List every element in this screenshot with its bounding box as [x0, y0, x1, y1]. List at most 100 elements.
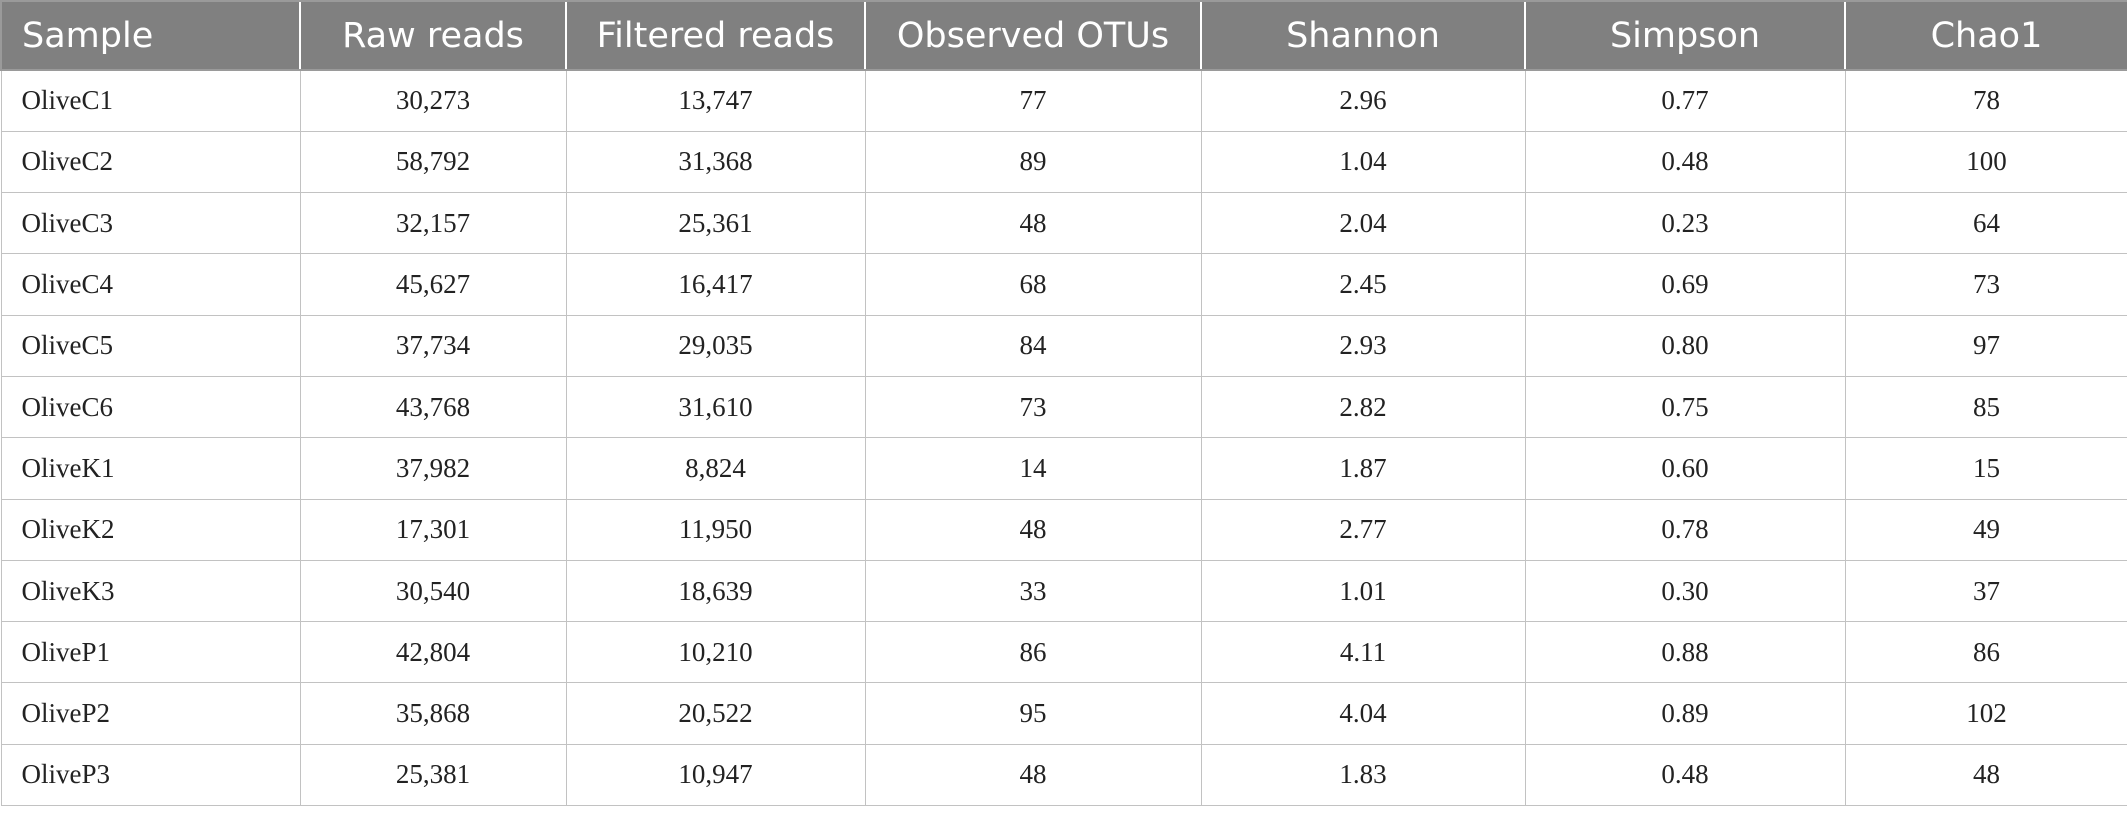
- cell-shannon: 2.77: [1200, 498, 1526, 561]
- cell-shannon: 2.93: [1200, 314, 1526, 377]
- cell-observed-otus: 73: [864, 375, 1202, 439]
- table-row: OliveC6 43,768 31,610 73 2.82 0.75 85: [0, 375, 2127, 439]
- column-header-raw-reads: Raw reads: [299, 0, 566, 71]
- table-header: Sample Raw reads Filtered reads Observed…: [0, 0, 2127, 71]
- column-header-shannon: Shannon: [1200, 0, 1525, 71]
- cell-sample: OliveP1: [0, 621, 301, 684]
- cell-shannon: 1.87: [1200, 437, 1526, 500]
- table-row: OliveK2 17,301 11,950 48 2.77 0.78 49: [0, 498, 2127, 561]
- cell-sample: OliveC6: [0, 375, 301, 439]
- cell-observed-otus: 77: [864, 69, 1202, 132]
- cell-sample: OliveK2: [0, 498, 301, 561]
- table-row: OliveK1 37,982 8,824 14 1.87 0.60 15: [0, 437, 2127, 500]
- cell-simpson: 0.78: [1524, 498, 1846, 561]
- cell-observed-otus: 89: [864, 130, 1202, 194]
- cell-chao1: 49: [1844, 498, 2127, 561]
- cell-observed-otus: 68: [864, 253, 1202, 316]
- cell-filtered-reads: 31,610: [565, 375, 866, 439]
- cell-observed-otus: 95: [864, 682, 1202, 745]
- table-row: OliveK3 30,540 18,639 33 1.01 0.30 37: [0, 559, 2127, 623]
- cell-shannon: 2.04: [1200, 192, 1526, 255]
- cell-filtered-reads: 29,035: [565, 314, 866, 377]
- cell-simpson: 0.80: [1524, 314, 1846, 377]
- table-body: OliveC1 30,273 13,747 77 2.96 0.77 78 OliveC2 58…: [0, 69, 2127, 807]
- cell-filtered-reads: 31,368: [565, 130, 866, 194]
- cell-sample: OliveC3: [0, 192, 301, 255]
- cell-observed-otus: 48: [864, 498, 1202, 561]
- cell-filtered-reads: 11,950: [565, 498, 866, 561]
- cell-raw-reads: 17,301: [299, 498, 567, 561]
- cell-shannon: 2.96: [1200, 69, 1526, 132]
- cell-raw-reads: 30,540: [299, 559, 567, 623]
- column-header-filtered-reads: Filtered reads: [565, 0, 865, 71]
- cell-sample: OliveC4: [0, 253, 301, 316]
- cell-shannon: 4.11: [1200, 621, 1526, 684]
- cell-shannon: 1.01: [1200, 559, 1526, 623]
- cell-sample: OliveK1: [0, 437, 301, 500]
- cell-sample: OliveC5: [0, 314, 301, 377]
- cell-observed-otus: 33: [864, 559, 1202, 623]
- cell-simpson: 0.60: [1524, 437, 1846, 500]
- column-header-sample: Sample: [0, 0, 300, 71]
- cell-shannon: 4.04: [1200, 682, 1526, 745]
- cell-raw-reads: 35,868: [299, 682, 567, 745]
- table-row: OliveP2 35,868 20,522 95 4.04 0.89 102: [0, 682, 2127, 745]
- cell-chao1: 100: [1844, 130, 2127, 194]
- cell-observed-otus: 84: [864, 314, 1202, 377]
- cell-filtered-reads: 16,417: [565, 253, 866, 316]
- cell-sample: OliveC1: [0, 69, 301, 132]
- cell-filtered-reads: 25,361: [565, 192, 866, 255]
- cell-chao1: 48: [1844, 743, 2127, 807]
- cell-filtered-reads: 20,522: [565, 682, 866, 745]
- cell-sample: OliveC2: [0, 130, 301, 194]
- cell-simpson: 0.30: [1524, 559, 1846, 623]
- table-row: OliveC5 37,734 29,035 84 2.93 0.80 97: [0, 314, 2127, 377]
- cell-filtered-reads: 10,947: [565, 743, 866, 807]
- cell-simpson: 0.77: [1524, 69, 1846, 132]
- cell-raw-reads: 32,157: [299, 192, 567, 255]
- cell-filtered-reads: 8,824: [565, 437, 866, 500]
- header-row: Sample Raw reads Filtered reads Observed…: [0, 0, 2127, 71]
- column-header-simpson: Simpson: [1524, 0, 1845, 71]
- cell-shannon: 2.82: [1200, 375, 1526, 439]
- cell-filtered-reads: 10,210: [565, 621, 866, 684]
- cell-chao1: 78: [1844, 69, 2127, 132]
- column-header-observed-otus: Observed OTUs: [864, 0, 1201, 71]
- cell-raw-reads: 25,381: [299, 743, 567, 807]
- cell-shannon: 1.83: [1200, 743, 1526, 807]
- cell-simpson: 0.89: [1524, 682, 1846, 745]
- cell-sample: OliveP3: [0, 743, 301, 807]
- cell-chao1: 64: [1844, 192, 2127, 255]
- column-header-chao1: Chao1: [1844, 0, 2127, 71]
- cell-chao1: 85: [1844, 375, 2127, 439]
- cell-chao1: 37: [1844, 559, 2127, 623]
- cell-simpson: 0.23: [1524, 192, 1846, 255]
- table-row: OliveC2 58,792 31,368 89 1.04 0.48 100: [0, 130, 2127, 194]
- cell-simpson: 0.69: [1524, 253, 1846, 316]
- cell-observed-otus: 14: [864, 437, 1202, 500]
- cell-filtered-reads: 13,747: [565, 69, 866, 132]
- cell-chao1: 86: [1844, 621, 2127, 684]
- cell-observed-otus: 48: [864, 743, 1202, 807]
- table-row: OliveC4 45,627 16,417 68 2.45 0.69 73: [0, 253, 2127, 316]
- cell-raw-reads: 30,273: [299, 69, 567, 132]
- cell-shannon: 1.04: [1200, 130, 1526, 194]
- cell-chao1: 73: [1844, 253, 2127, 316]
- table-row: OliveC3 32,157 25,361 48 2.04 0.23 64: [0, 192, 2127, 255]
- cell-raw-reads: 42,804: [299, 621, 567, 684]
- data-table-container: Sample Raw reads Filtered reads Observed…: [0, 0, 2127, 807]
- table-row: OliveP3 25,381 10,947 48 1.83 0.48 48: [0, 743, 2127, 807]
- cell-chao1: 97: [1844, 314, 2127, 377]
- cell-observed-otus: 86: [864, 621, 1202, 684]
- cell-raw-reads: 37,982: [299, 437, 567, 500]
- cell-sample: OliveP2: [0, 682, 301, 745]
- cell-raw-reads: 43,768: [299, 375, 567, 439]
- cell-observed-otus: 48: [864, 192, 1202, 255]
- cell-raw-reads: 58,792: [299, 130, 567, 194]
- cell-chao1: 15: [1844, 437, 2127, 500]
- cell-raw-reads: 45,627: [299, 253, 567, 316]
- cell-simpson: 0.88: [1524, 621, 1846, 684]
- cell-simpson: 0.48: [1524, 130, 1846, 194]
- cell-filtered-reads: 18,639: [565, 559, 866, 623]
- table-row: OliveP1 42,804 10,210 86 4.11 0.88 86: [0, 621, 2127, 684]
